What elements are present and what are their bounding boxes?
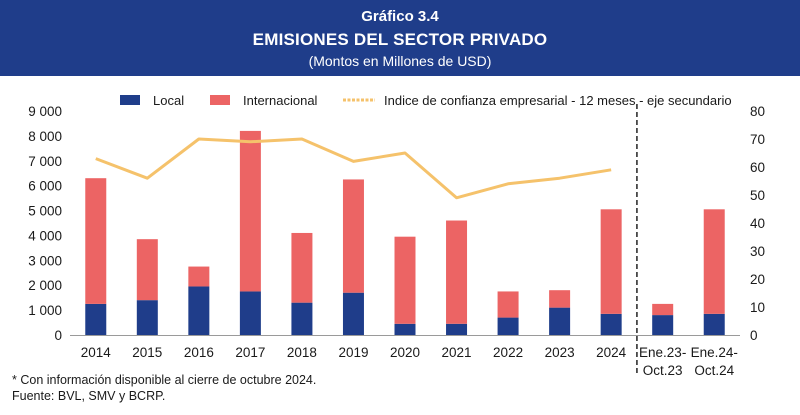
bar-local <box>394 323 416 335</box>
legend-label-internacional: Internacional <box>243 93 318 108</box>
legend: Local Internacional Indice de confianza em… <box>120 93 732 108</box>
emissions-chart: Local Internacional Indice de confianza em… <box>28 93 765 376</box>
source-note: Fuente: BVL, SMV y BCRP. <box>12 389 166 403</box>
bar-local <box>600 313 622 335</box>
confidence-index-series <box>95 137 612 200</box>
y-tick-label: 0 <box>54 328 62 343</box>
y-tick-label: 1 000 <box>28 303 62 318</box>
axes: 0 1 000 2 000 3 000 4 000 5 000 6 000 7 000 8 00… <box>28 104 765 374</box>
bar-local <box>291 302 313 335</box>
bar-internacional <box>497 291 519 318</box>
bar-internacional <box>188 266 210 287</box>
bar-internacional <box>342 179 364 293</box>
x-tick-label: Ene.24-Oct.24 <box>691 345 738 376</box>
x-tick-label: 2016 <box>184 345 214 360</box>
y-tick-label: 4 000 <box>28 228 62 243</box>
y-tick-label: 2 000 <box>28 278 62 293</box>
bar-local <box>446 323 468 335</box>
y2-tick-label: 60 <box>750 160 765 175</box>
footnote: * Con información disponible al cierre d… <box>12 373 317 387</box>
chart-header: Gráfico 3.4 EMISIONES DEL SECTOR PRIVADO… <box>0 0 800 76</box>
x-axis-labels: 2014 2015 2016 2017 2018 2019 2020 2021 2022 2023… <box>81 345 738 376</box>
y2-tick-label: 20 <box>750 272 765 287</box>
bar-internacional <box>85 178 107 304</box>
bar-internacional <box>549 290 571 308</box>
bar-local <box>85 303 107 335</box>
y2-tick-label: 70 <box>750 132 765 147</box>
bar-local <box>342 292 364 335</box>
bar-internacional <box>600 209 622 314</box>
y2-tick-label: 50 <box>750 188 765 203</box>
legend-label-indice: Indice de confianza empresarial - 12 mes… <box>384 93 732 108</box>
y2-tick-label: 10 <box>750 300 765 315</box>
x-tick-label: Ene.23-Oct.23 <box>639 345 686 376</box>
y-tick-label: 9 000 <box>28 104 62 119</box>
x-tick-label: 2015 <box>132 345 162 360</box>
y-tick-label: 7 000 <box>28 154 62 169</box>
x-tick-label: 2018 <box>287 345 317 360</box>
legend-label-local: Local <box>153 93 184 108</box>
legend-swatch-internacional <box>210 95 230 105</box>
bar-internacional <box>446 220 468 324</box>
x-tick-label: 2020 <box>390 345 420 360</box>
y-tick-label: 5 000 <box>28 204 62 219</box>
bar-local <box>188 286 210 335</box>
bar-local <box>239 291 261 335</box>
x-tick-label: 2023 <box>545 345 575 360</box>
confidence-index-line <box>95 137 612 200</box>
bar-internacional <box>239 130 261 292</box>
y-tick-label: 8 000 <box>28 129 62 144</box>
y2-tick-label: 80 <box>750 104 765 119</box>
chart-title: EMISIONES DEL SECTOR PRIVADO <box>252 30 548 49</box>
legend-swatch-local <box>120 95 140 105</box>
y2-tick-label: 30 <box>750 244 765 259</box>
x-tick-label: 2019 <box>338 345 368 360</box>
bar-local <box>549 307 571 335</box>
y2-tick-label: 0 <box>750 328 758 343</box>
bar-internacional <box>394 236 416 324</box>
y-tick-label: 3 000 <box>28 253 62 268</box>
bar-internacional <box>652 303 674 316</box>
chart-subtitle: (Montos en Millones de USD) <box>308 53 492 69</box>
x-tick-label: 2014 <box>81 345 112 360</box>
notes: * Con información disponible al cierre d… <box>12 372 316 404</box>
bar-local <box>652 315 674 335</box>
x-tick-label: 2024 <box>596 345 627 360</box>
chart-number: Gráfico 3.4 <box>361 8 439 25</box>
x-tick-label: 2022 <box>493 345 523 360</box>
y-tick-label: 6 000 <box>28 179 62 194</box>
bar-local <box>703 313 725 335</box>
bar-local <box>497 317 519 335</box>
x-tick-label: 2021 <box>442 345 472 360</box>
bar-internacional <box>291 232 313 303</box>
bars <box>85 130 725 335</box>
bar-internacional <box>703 209 725 314</box>
bar-local <box>136 300 158 335</box>
y2-tick-label: 40 <box>750 216 765 231</box>
bar-internacional <box>136 239 158 301</box>
x-tick-label: 2017 <box>235 345 265 360</box>
